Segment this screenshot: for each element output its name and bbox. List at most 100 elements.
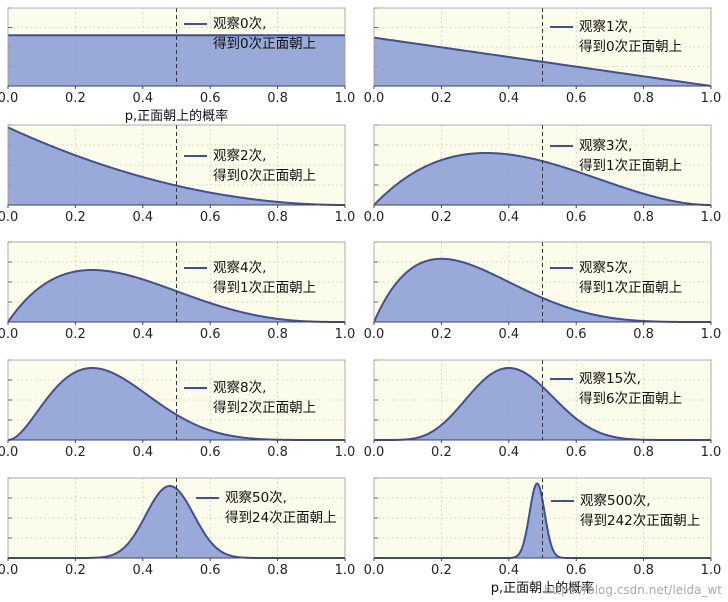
x-tick-label: 0.6 xyxy=(200,210,221,225)
legend: 观察15次, 得到6次正面朝上 xyxy=(550,370,682,407)
x-tick-label: 0.6 xyxy=(566,563,587,578)
x-tick-label: 0.4 xyxy=(132,563,153,578)
x-tick-label: 1.0 xyxy=(701,563,722,578)
x-tick-label: 0.6 xyxy=(200,91,221,106)
x-tick-label: 0.4 xyxy=(132,210,153,225)
x-tick-label: 0.8 xyxy=(633,563,654,578)
x-tick-label: 0.6 xyxy=(200,563,221,578)
x-tick-label: 0.6 xyxy=(566,91,587,106)
x-tick-label: 0.8 xyxy=(633,91,654,106)
x-tick-labels: 0.0 0.2 0.4 0.6 0.8 1.0 xyxy=(0,322,355,342)
x-tick-label: 0.4 xyxy=(132,327,153,342)
legend-text-line-2: 得到24次正面朝上 xyxy=(225,509,337,526)
legend-text-line-2: 得到1次正面朝上 xyxy=(579,157,682,174)
legend: 观察3次, 得到1次正面朝上 xyxy=(550,137,682,174)
x-tick-label: 1.0 xyxy=(335,327,356,342)
chart-panel-5: 0.0 0.2 0.4 0.6 0.8 1.0 观察5次, 得到1次正面朝上 xyxy=(364,241,722,342)
chart-panel-2: 0.0 0.2 0.4 0.6 0.8 1.0 观察2次, 得到0次正面朝上 xyxy=(0,124,355,225)
legend: 观察2次, 得到0次正面朝上 xyxy=(184,147,316,184)
legend-text-line-1: 观察50次, xyxy=(225,489,287,506)
posterior-area xyxy=(8,127,345,205)
legend: 观察50次, 得到24次正面朝上 xyxy=(196,489,337,526)
x-tick-label: 0.0 xyxy=(364,445,385,460)
x-tick-label: 0.0 xyxy=(364,91,385,106)
x-tick-label: 0.8 xyxy=(633,327,654,342)
x-tick-label: 1.0 xyxy=(701,445,722,460)
x-tick-label: 1.0 xyxy=(701,91,722,106)
x-tick-label: 0.4 xyxy=(498,445,519,460)
legend: 观察500次, 得到242次正面朝上 xyxy=(551,492,700,529)
x-tick-label: 0.4 xyxy=(498,91,519,106)
legend: 观察0次, 得到0次正面朝上 xyxy=(184,15,316,52)
x-tick-label: 0.2 xyxy=(65,563,86,578)
legend-text-line-2: 得到0次正面朝上 xyxy=(213,167,316,184)
x-tick-label: 0.8 xyxy=(267,563,288,578)
posterior-area xyxy=(8,270,345,322)
x-tick-label: 0.8 xyxy=(267,210,288,225)
x-tick-label: 0.0 xyxy=(0,210,18,225)
legend-text-line-1: 观察2次, xyxy=(213,147,266,164)
x-tick-label: 0.0 xyxy=(364,210,385,225)
legend-text-line-2: 得到0次正面朝上 xyxy=(213,35,316,52)
x-tick-label: 0.2 xyxy=(65,327,86,342)
chart-panel-7: 0.0 0.2 0.4 0.6 0.8 1.0 观察15次, 得到6次正面朝上 xyxy=(364,359,722,460)
x-tick-labels: 0.0 0.2 0.4 0.6 0.8 1.0 xyxy=(364,86,722,106)
x-tick-label: 0.8 xyxy=(267,445,288,460)
x-tick-label: 0.0 xyxy=(0,327,18,342)
x-tick-label: 1.0 xyxy=(701,327,722,342)
legend: 观察1次, 得到0次正面朝上 xyxy=(550,18,682,55)
posterior-area xyxy=(374,258,711,322)
legend-text-line-2: 得到0次正面朝上 xyxy=(579,38,682,55)
x-tick-label: 0.2 xyxy=(65,91,86,106)
x-tick-labels: 0.0 0.2 0.4 0.6 0.8 1.0 xyxy=(364,558,722,578)
x-tick-label: 0.0 xyxy=(364,327,385,342)
x-tick-label: 0.4 xyxy=(498,210,519,225)
x-tick-label: 0.6 xyxy=(200,445,221,460)
x-tick-labels: 0.0 0.2 0.4 0.6 0.8 1.0 xyxy=(364,205,722,225)
legend-text-line-1: 观察5次, xyxy=(579,259,632,276)
x-tick-labels: 0.0 0.2 0.4 0.6 0.8 1.0 xyxy=(364,322,722,342)
x-tick-label: 1.0 xyxy=(335,210,356,225)
chart-panel-6: 0.0 0.2 0.4 0.6 0.8 1.0 观察8次, 得到2次正面朝上 xyxy=(0,359,355,460)
chart-panel-4: 0.0 0.2 0.4 0.6 0.8 1.0 观察4次, 得到1次正面朝上 xyxy=(0,241,355,342)
x-tick-label: 0.0 xyxy=(0,445,18,460)
x-tick-labels: 0.0 0.2 0.4 0.6 0.8 1.0 xyxy=(0,205,355,225)
x-tick-label: 0.2 xyxy=(65,210,86,225)
x-tick-labels: 0.0 0.2 0.4 0.6 0.8 1.0 xyxy=(0,86,355,106)
x-tick-label: 0.8 xyxy=(633,210,654,225)
legend-text-line-1: 观察4次, xyxy=(213,259,266,276)
x-tick-label: 0.6 xyxy=(566,210,587,225)
chart-panel-9: 0.0 0.2 0.4 0.6 0.8 1.0 观察500次, 得到242次正面朝上 p,正面朝… xyxy=(364,477,722,596)
x-tick-label: 0.4 xyxy=(498,563,519,578)
x-tick-label: 0.4 xyxy=(132,445,153,460)
legend-text-line-2: 得到242次正面朝上 xyxy=(580,512,700,529)
x-tick-label: 0.2 xyxy=(431,91,452,106)
posterior-line xyxy=(7,126,345,206)
x-tick-label: 1.0 xyxy=(335,91,356,106)
x-tick-label: 0.4 xyxy=(132,91,153,106)
x-tick-label: 0.2 xyxy=(65,445,86,460)
posterior-area xyxy=(374,153,711,205)
x-tick-label: 0.0 xyxy=(0,563,18,578)
x-tick-label: 1.0 xyxy=(701,210,722,225)
legend-text-line-1: 观察500次, xyxy=(580,492,651,509)
legend: 观察4次, 得到1次正面朝上 xyxy=(184,259,316,296)
chart-panel-3: 0.0 0.2 0.4 0.6 0.8 1.0 观察3次, 得到1次正面朝上 xyxy=(364,124,722,225)
x-tick-label: 1.0 xyxy=(335,563,356,578)
x-tick-labels: 0.0 0.2 0.4 0.6 0.8 1.0 xyxy=(0,558,355,578)
chart-panel-0: 0.0 0.2 0.4 0.6 0.8 1.0 观察0次, 得到0次正面朝上 p,正面朝上的概率 xyxy=(0,7,355,124)
watermark-text: https://blog.csdn.net/leida_wt xyxy=(544,583,722,597)
x-tick-labels: 0.0 0.2 0.4 0.6 0.8 1.0 xyxy=(0,440,355,460)
x-tick-label: 0.6 xyxy=(566,327,587,342)
legend-text-line-1: 观察0次, xyxy=(213,15,266,32)
legend-text-line-2: 得到6次正面朝上 xyxy=(579,390,682,407)
posterior-line xyxy=(373,36,712,87)
legend: 观察5次, 得到1次正面朝上 xyxy=(550,259,682,296)
x-tick-label: 0.8 xyxy=(633,445,654,460)
x-tick-label: 0.2 xyxy=(431,327,452,342)
legend-text-line-2: 得到2次正面朝上 xyxy=(213,399,316,416)
legend-text-line-1: 观察3次, xyxy=(579,137,632,154)
x-tick-label: 1.0 xyxy=(335,445,356,460)
legend-text-line-1: 观察8次, xyxy=(213,379,266,396)
